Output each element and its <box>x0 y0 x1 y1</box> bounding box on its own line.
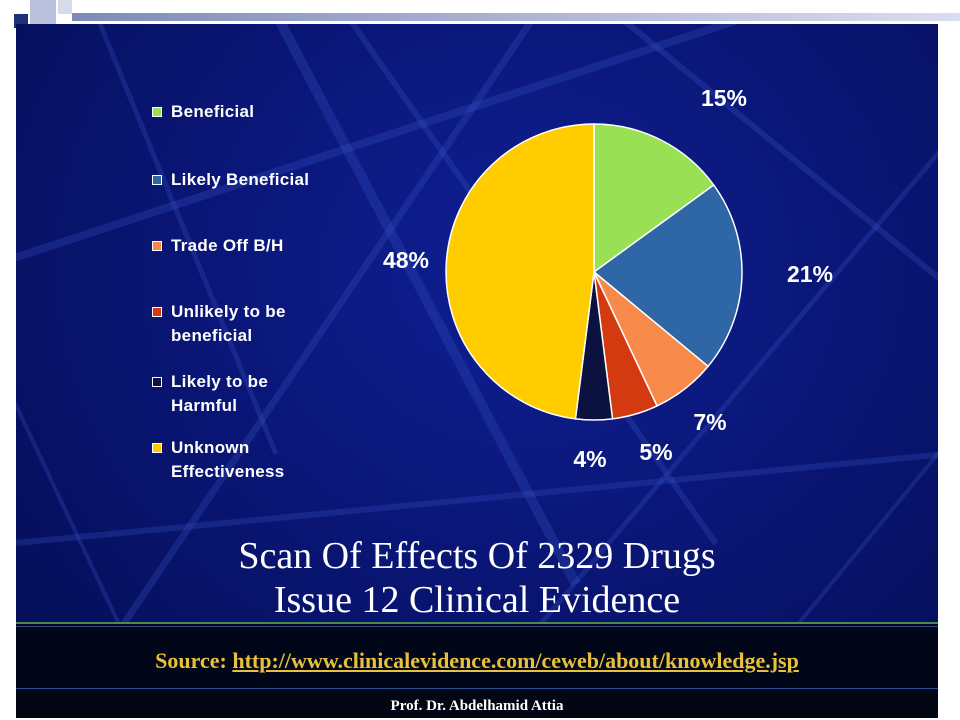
legend-swatch <box>152 241 162 251</box>
legend-label: Likely Beneficial <box>171 170 310 189</box>
decorative-square <box>58 0 72 14</box>
legend-swatch <box>152 377 162 387</box>
source-prefix: Source: <box>155 648 233 673</box>
legend-swatch <box>152 443 162 453</box>
chart-title-block: Scan Of Effects Of 2329 Drugs Issue 12 C… <box>16 534 938 622</box>
legend-item: Likely Beneficial <box>152 168 341 192</box>
data-label: 5% <box>639 439 672 465</box>
source-band: Source: http://www.clinicalevidence.com/… <box>16 622 938 694</box>
legend-item: Unknown Effectiveness <box>152 436 341 484</box>
legend-label: Unknown Effectiveness <box>171 438 285 481</box>
legend-label: Trade Off B/H <box>171 236 284 255</box>
chart-subtitle: Issue 12 Clinical Evidence <box>273 579 681 621</box>
pie-slice-unknown-effectiveness <box>445 123 595 420</box>
author-credit: Prof. Dr. Abdelhamid Attia <box>16 694 938 718</box>
legend-item: Beneficial <box>152 100 341 124</box>
top-rule <box>72 13 960 21</box>
data-label: 7% <box>693 409 726 435</box>
band-divider <box>16 626 938 627</box>
slide: 15% 21% 7% 5% 4% 48% Beneficial Likely Benefic… <box>16 24 938 718</box>
legend-item: Trade Off B/H <box>152 234 341 258</box>
pie-slice-likely-beneficial <box>592 183 743 368</box>
chart-title: Scan Of Effects Of 2329 Drugs <box>238 535 716 577</box>
pie-chart: 15% 21% 7% 5% 4% 48% <box>383 85 833 472</box>
legend-item: Unlikely to be beneficial <box>152 300 341 348</box>
data-label: 48% <box>383 247 429 273</box>
source-line: Source: http://www.clinicalevidence.com/… <box>16 648 938 674</box>
legend-item: Likely to be Harmful <box>152 370 341 418</box>
legend-swatch <box>152 107 162 117</box>
legend-swatch <box>152 307 162 317</box>
legend-label: Beneficial <box>171 102 255 121</box>
band-divider <box>16 622 938 624</box>
legend-label: Unlikely to be beneficial <box>171 302 286 345</box>
data-label: 4% <box>573 446 606 472</box>
band-divider <box>16 688 938 689</box>
legend-swatch <box>152 175 162 185</box>
data-label: 15% <box>701 85 747 111</box>
decorative-square <box>30 0 56 26</box>
source-link[interactable]: http://www.clinicalevidence.com/ceweb/ab… <box>232 648 799 673</box>
pie-slice-beneficial <box>593 123 715 274</box>
legend-label: Likely to be Harmful <box>171 372 269 415</box>
data-label: 21% <box>787 261 833 287</box>
